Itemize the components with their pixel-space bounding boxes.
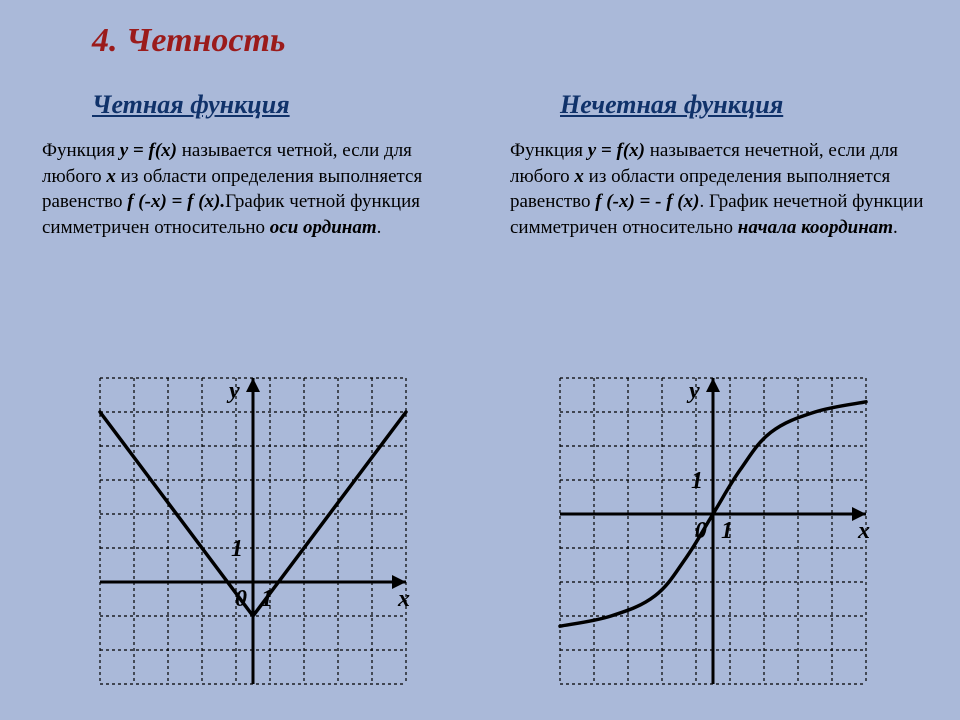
svg-text:0: 0 xyxy=(695,518,707,544)
svg-text:0: 0 xyxy=(235,586,247,612)
svg-text:1: 1 xyxy=(261,586,273,612)
variable: x xyxy=(574,166,584,187)
svg-text:1: 1 xyxy=(691,468,703,494)
emphasis: начала координат xyxy=(738,217,893,238)
even-function-chart: yx011 xyxy=(80,358,420,678)
svg-text:x: x xyxy=(397,586,410,612)
odd-function-chart: yx011 xyxy=(540,358,880,678)
formula: f (-x) = f (x). xyxy=(127,191,225,212)
emphasis: оси ординат xyxy=(270,217,377,238)
odd-function-definition: Функция y = f(x) называется нечетной, ес… xyxy=(510,138,930,241)
formula: f (-x) = - f (x) xyxy=(595,191,699,212)
text: . xyxy=(377,217,382,238)
formula: y = f(x) xyxy=(588,140,645,161)
svg-text:1: 1 xyxy=(721,518,733,544)
text: Функция xyxy=(510,140,588,161)
formula: y = f(x) xyxy=(120,140,177,161)
svg-text:y: y xyxy=(226,378,240,404)
variable: x xyxy=(106,166,116,187)
left-column: Четная функция Функция y = f(x) называет… xyxy=(42,90,462,241)
text: Функция xyxy=(42,140,120,161)
svg-text:x: x xyxy=(857,518,870,544)
right-column: Нечетная функция Функция y = f(x) называ… xyxy=(510,90,930,241)
text: . xyxy=(893,217,898,238)
odd-function-heading: Нечетная функция xyxy=(560,90,930,120)
even-function-heading: Четная функция xyxy=(92,90,462,120)
svg-text:1: 1 xyxy=(231,536,243,562)
svg-text:y: y xyxy=(686,378,700,404)
even-function-definition: Функция y = f(x) называется четной, если… xyxy=(42,138,462,241)
section-title: 4. Четность xyxy=(92,22,285,60)
